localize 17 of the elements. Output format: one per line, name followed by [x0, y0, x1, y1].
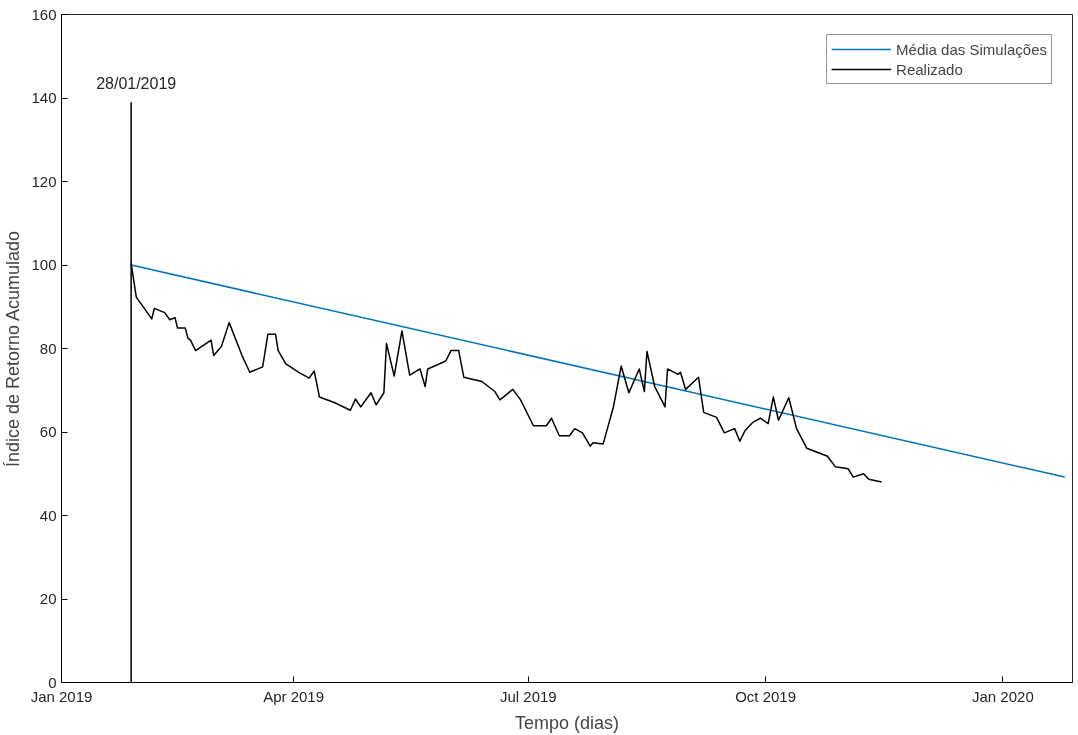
y-tick-label: 40 [39, 506, 57, 524]
legend-label: Realizado [896, 60, 963, 78]
y-tick-label: 60 [39, 423, 57, 440]
x-tick-label: Jul 2019 [499, 687, 557, 705]
x-tick-label: Oct 2019 [735, 687, 797, 705]
y-tick-label: 100 [31, 256, 57, 273]
x-tick-label: Apr 2019 [263, 687, 325, 705]
legend-label: Média das Simulações [896, 40, 1047, 58]
y-tick-label: 80 [39, 339, 57, 357]
x-axis-title: Tempo (dias) [514, 712, 620, 733]
y-tick-label: 160 [31, 5, 57, 23]
y-tick-label: 20 [39, 590, 57, 607]
annotation: 28/01/2019 [96, 75, 177, 93]
y-tick-label: 120 [31, 172, 57, 190]
x-tick-label: Jan 2020 [972, 687, 1034, 705]
y-tick-label: 140 [31, 89, 57, 106]
y-axis-title: Índice de Retorno Acumulado [3, 230, 24, 468]
